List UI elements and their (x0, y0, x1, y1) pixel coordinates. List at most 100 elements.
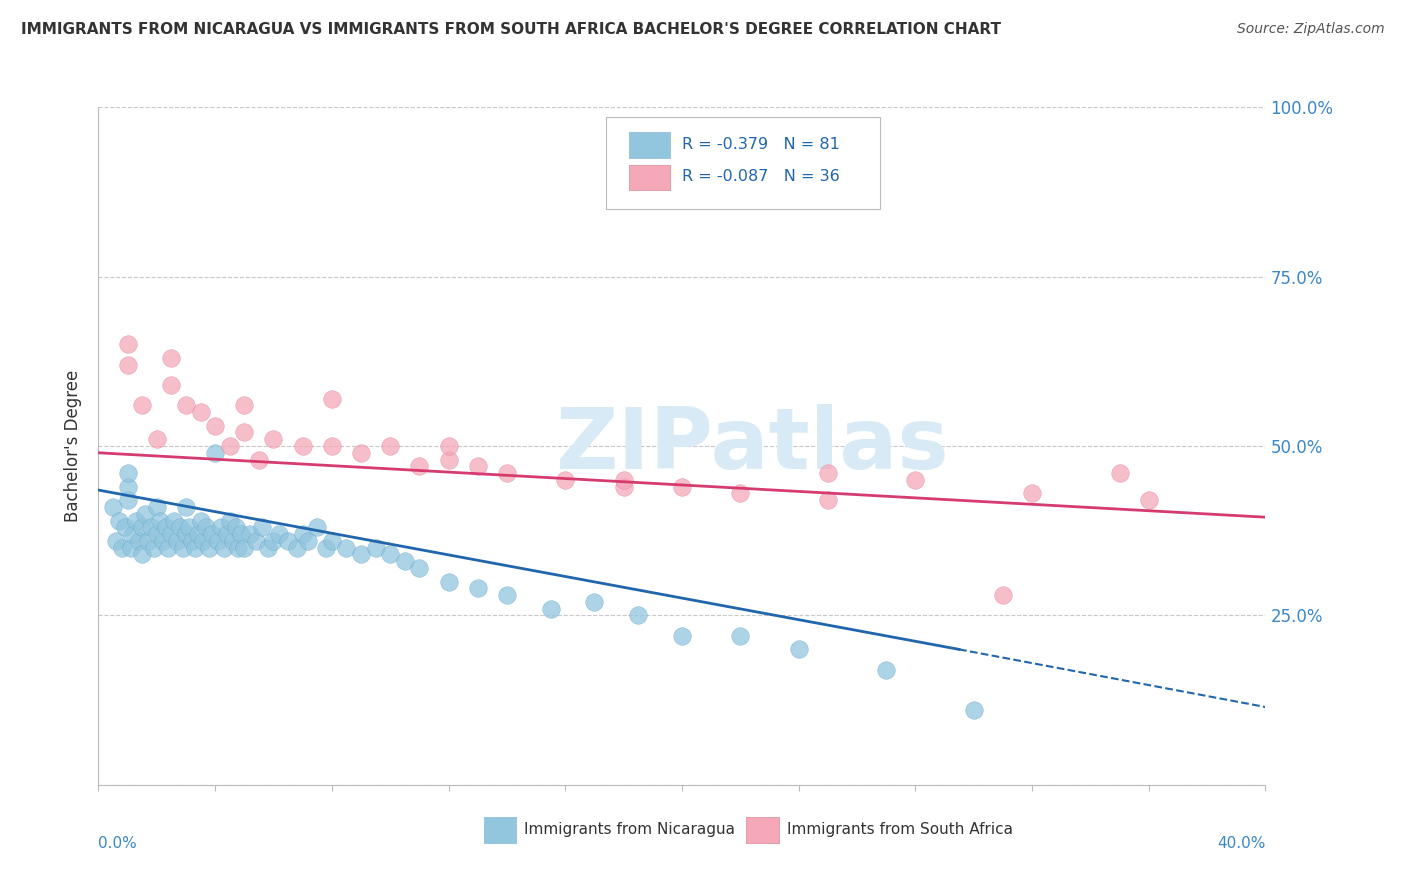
Point (540, 601, 562, 615)
Point (160, 378, 183, 392)
FancyBboxPatch shape (484, 817, 516, 843)
Point (104, 533, 127, 548)
Point (201, 527, 224, 541)
Point (160, 351, 183, 365)
Point (114, 520, 136, 534)
Point (108, 514, 131, 528)
Point (225, 520, 247, 534)
Point (111, 541, 134, 555)
Point (437, 574, 460, 589)
Point (117, 480, 139, 494)
Point (117, 337, 139, 351)
Point (364, 541, 387, 555)
Point (117, 466, 139, 480)
Point (231, 527, 253, 541)
Point (146, 432, 169, 446)
Text: R = -0.087   N = 36: R = -0.087 N = 36 (682, 169, 839, 185)
Point (174, 398, 197, 412)
Point (204, 418, 226, 433)
Point (350, 446, 373, 460)
Point (817, 466, 839, 480)
Point (177, 520, 200, 534)
Point (350, 548, 373, 562)
Point (221, 533, 243, 548)
FancyBboxPatch shape (630, 165, 671, 190)
Point (195, 520, 218, 534)
Point (134, 507, 156, 521)
Point (437, 439, 460, 453)
Point (157, 541, 180, 555)
Point (730, 629, 752, 643)
Point (117, 493, 139, 508)
Point (437, 452, 460, 467)
Point (612, 480, 634, 494)
Point (190, 514, 212, 528)
Point (198, 541, 221, 555)
Point (627, 608, 650, 623)
Point (193, 533, 215, 548)
FancyBboxPatch shape (630, 132, 671, 158)
Point (962, 703, 984, 717)
Point (875, 663, 897, 677)
Point (169, 520, 191, 534)
Point (408, 459, 430, 474)
Point (152, 533, 174, 548)
Point (671, 480, 693, 494)
Point (277, 533, 299, 548)
Point (239, 527, 262, 541)
Text: IMMIGRANTS FROM NICARAGUA VS IMMIGRANTS FROM SOUTH AFRICA BACHELOR'S DEGREE CORR: IMMIGRANTS FROM NICARAGUA VS IMMIGRANTS … (21, 22, 1001, 37)
Point (233, 541, 256, 555)
Point (408, 561, 430, 575)
Point (1021, 486, 1043, 500)
Point (174, 527, 197, 541)
Point (209, 520, 232, 534)
Point (496, 588, 519, 602)
FancyBboxPatch shape (747, 817, 779, 843)
Point (183, 541, 205, 555)
Point (172, 541, 194, 555)
Text: Immigrants from Nicaragua: Immigrants from Nicaragua (524, 822, 735, 838)
Point (315, 541, 337, 555)
Point (262, 533, 284, 548)
Point (291, 439, 314, 453)
Y-axis label: Bachelor's Degree: Bachelor's Degree (65, 370, 83, 522)
Point (139, 520, 162, 534)
Point (233, 425, 256, 440)
Point (212, 541, 235, 555)
Text: 40.0%: 40.0% (1218, 836, 1265, 851)
Point (131, 548, 153, 562)
Text: Immigrants from South Africa: Immigrants from South Africa (787, 822, 1012, 838)
Point (215, 527, 238, 541)
Point (394, 554, 416, 568)
FancyBboxPatch shape (606, 117, 880, 209)
Text: R = -0.379   N = 81: R = -0.379 N = 81 (682, 136, 839, 152)
Point (117, 358, 139, 372)
Point (218, 439, 240, 453)
Point (142, 541, 165, 555)
Point (262, 432, 284, 446)
Point (120, 541, 142, 555)
Point (160, 527, 183, 541)
Point (166, 533, 188, 548)
Point (991, 588, 1014, 602)
Point (671, 629, 693, 643)
Point (155, 520, 177, 534)
Point (250, 520, 273, 534)
Point (1108, 466, 1130, 480)
Point (247, 452, 270, 467)
Point (467, 582, 489, 596)
Point (245, 533, 267, 548)
Point (131, 520, 153, 534)
Point (321, 533, 343, 548)
Point (554, 473, 576, 487)
Point (467, 459, 489, 474)
Point (583, 595, 606, 609)
Point (228, 541, 250, 555)
Point (307, 520, 329, 534)
Point (380, 548, 402, 562)
Point (128, 533, 150, 548)
Point (321, 392, 343, 406)
Point (256, 541, 278, 555)
Point (291, 527, 314, 541)
Point (190, 405, 212, 419)
